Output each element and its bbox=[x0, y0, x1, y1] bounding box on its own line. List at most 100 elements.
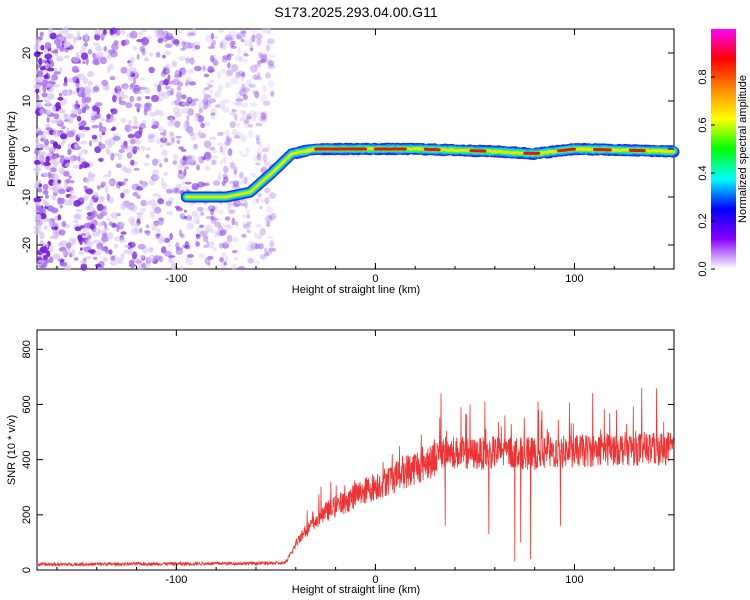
noise-speckle bbox=[39, 218, 44, 226]
noise-speckle bbox=[33, 51, 41, 58]
noise-speckle bbox=[98, 143, 106, 149]
noise-speckle bbox=[185, 259, 194, 266]
noise-speckle bbox=[214, 217, 219, 221]
noise-speckle bbox=[226, 234, 233, 243]
noise-speckle bbox=[175, 248, 184, 255]
noise-speckle bbox=[270, 213, 276, 218]
noise-speckle bbox=[226, 206, 232, 211]
noise-speckle bbox=[254, 76, 262, 81]
noise-speckle bbox=[91, 124, 99, 129]
noise-speckle bbox=[55, 118, 63, 125]
noise-speckle bbox=[218, 83, 223, 92]
noise-speckle bbox=[165, 43, 173, 48]
noise-speckle bbox=[259, 198, 267, 203]
noise-speckle bbox=[196, 219, 200, 225]
noise-speckle bbox=[42, 190, 49, 195]
noise-speckle bbox=[199, 224, 204, 228]
noise-speckle bbox=[223, 176, 229, 183]
noise-speckle bbox=[84, 163, 90, 168]
noise-speckle bbox=[260, 112, 267, 120]
noise-speckle bbox=[258, 243, 264, 250]
noise-speckle bbox=[80, 90, 86, 99]
noise-speckle bbox=[57, 179, 62, 184]
noise-speckle bbox=[259, 116, 267, 123]
noise-speckle bbox=[191, 183, 199, 191]
noise-speckle bbox=[41, 130, 50, 135]
noise-speckle bbox=[179, 70, 183, 78]
noise-speckle bbox=[236, 34, 242, 40]
noise-speckle bbox=[145, 154, 150, 159]
noise-speckle bbox=[226, 201, 233, 207]
noise-speckle bbox=[255, 243, 260, 250]
noise-speckle bbox=[256, 38, 262, 46]
noise-speckle bbox=[51, 155, 56, 160]
noise-speckle bbox=[73, 257, 79, 261]
noise-speckle bbox=[39, 240, 45, 248]
noise-speckle bbox=[41, 161, 45, 166]
noise-speckle bbox=[107, 169, 112, 178]
noise-speckle bbox=[40, 138, 45, 142]
noise-speckle bbox=[187, 108, 194, 116]
noise-speckle bbox=[204, 227, 210, 234]
noise-speckle bbox=[255, 162, 261, 166]
noise-speckle bbox=[253, 111, 259, 119]
noise-speckle bbox=[222, 106, 230, 113]
noise-speckle bbox=[99, 56, 107, 65]
noise-speckle bbox=[118, 96, 122, 103]
noise-speckle bbox=[266, 235, 274, 240]
noise-speckle bbox=[166, 89, 171, 95]
noise-speckle bbox=[177, 29, 183, 34]
noise-speckle bbox=[116, 260, 124, 265]
noise-speckle bbox=[84, 33, 89, 41]
noise-speckle bbox=[184, 241, 189, 248]
noise-speckle bbox=[144, 102, 151, 108]
noise-speckle bbox=[243, 176, 248, 185]
noise-speckle bbox=[208, 136, 217, 140]
noise-speckle bbox=[106, 113, 111, 120]
noise-speckle bbox=[220, 131, 225, 136]
noise-speckle bbox=[167, 32, 174, 37]
noise-speckle bbox=[232, 185, 240, 189]
noise-speckle bbox=[243, 59, 249, 64]
noise-speckle bbox=[212, 180, 221, 187]
noise-speckle bbox=[142, 29, 147, 33]
noise-speckle bbox=[125, 201, 131, 208]
noise-speckle bbox=[205, 208, 211, 212]
noise-speckle bbox=[107, 232, 114, 240]
noise-speckle bbox=[62, 26, 69, 35]
noise-speckle bbox=[242, 214, 249, 219]
noise-speckle bbox=[157, 217, 165, 222]
noise-speckle bbox=[259, 206, 263, 210]
noise-speckle bbox=[110, 255, 116, 261]
noise-speckle bbox=[77, 234, 83, 241]
noise-speckle bbox=[84, 126, 90, 131]
noise-speckle bbox=[53, 84, 60, 88]
noise-speckle bbox=[180, 107, 188, 114]
noise-speckle bbox=[46, 67, 55, 72]
x-tick-label: -100 bbox=[165, 273, 187, 285]
noise-speckle bbox=[249, 47, 254, 52]
noise-speckle bbox=[157, 37, 164, 44]
noise-speckle bbox=[130, 56, 135, 64]
noise-speckle bbox=[187, 69, 195, 74]
noise-speckle bbox=[53, 160, 60, 166]
noise-speckle bbox=[80, 120, 87, 126]
noise-speckle bbox=[239, 150, 243, 154]
noise-speckle bbox=[213, 90, 221, 98]
noise-speckle bbox=[36, 70, 44, 78]
noise-speckle bbox=[148, 66, 155, 74]
noise-speckle bbox=[236, 99, 242, 105]
noise-speckle bbox=[256, 198, 260, 204]
x-tick-label: 100 bbox=[565, 273, 583, 285]
noise-speckle bbox=[72, 103, 76, 110]
noise-speckle bbox=[219, 257, 224, 263]
noise-speckle bbox=[198, 101, 203, 109]
noise-speckle bbox=[129, 83, 134, 90]
noise-speckle bbox=[112, 133, 119, 137]
noise-speckle bbox=[83, 42, 88, 47]
noise-speckle bbox=[157, 110, 164, 117]
noise-speckle bbox=[51, 194, 57, 201]
spectrogram-x-label: Height of straight line (km) bbox=[292, 284, 420, 296]
noise-speckle bbox=[161, 246, 167, 254]
noise-speckle bbox=[185, 76, 191, 83]
